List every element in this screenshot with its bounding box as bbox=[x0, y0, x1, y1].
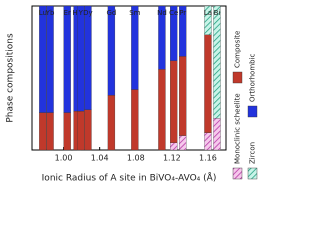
legend-swatch bbox=[232, 167, 243, 180]
bar-segment bbox=[179, 5, 187, 57]
category-label: Yb bbox=[45, 9, 55, 17]
plot-frame bbox=[31, 5, 227, 151]
bar-segment bbox=[63, 112, 71, 151]
category-label: Dy bbox=[83, 9, 93, 17]
x-axis-label: Ionic Radius of A site in BiVO₄-AVO₄ (Å) bbox=[42, 172, 217, 184]
category-label: Y bbox=[78, 9, 84, 17]
legend-swatch bbox=[247, 167, 258, 180]
bar-segment bbox=[204, 132, 212, 151]
bar-segment bbox=[46, 5, 54, 113]
chart: Phase compositions Ionic Radius of A sit… bbox=[6, 5, 258, 184]
bar-segment bbox=[170, 60, 178, 143]
bar-segment bbox=[213, 118, 221, 151]
bar-segment bbox=[77, 5, 85, 112]
x-tick-label: 1.16 bbox=[199, 154, 217, 163]
bar-segment bbox=[179, 56, 187, 136]
page: {"chart_data":{"type":"stacked-bar","x_l… bbox=[6, 5, 258, 184]
category-label: Bi bbox=[214, 9, 221, 17]
category-label: Gd bbox=[106, 9, 116, 17]
category-label: Pr bbox=[179, 9, 186, 17]
bar-segment bbox=[107, 95, 116, 151]
legend-label: Orthorhombic bbox=[249, 53, 257, 102]
category-label: Er bbox=[64, 9, 71, 17]
bar-segment bbox=[170, 142, 178, 151]
bar-segment bbox=[84, 109, 92, 151]
bar-segment bbox=[213, 5, 221, 119]
bar-segment bbox=[204, 34, 212, 133]
legend-label: Monoclinic scheelite bbox=[234, 93, 242, 164]
bar-segment bbox=[39, 5, 47, 113]
bar-segment bbox=[77, 110, 85, 151]
category-label: Sm bbox=[129, 9, 140, 17]
bar-segment bbox=[170, 5, 178, 61]
x-tick-label: 1.08 bbox=[127, 154, 145, 163]
bar-segment bbox=[179, 135, 187, 151]
x-tick-label: 1.00 bbox=[55, 154, 73, 163]
x-tick-label: 1.12 bbox=[163, 154, 181, 163]
bar-segment bbox=[39, 112, 47, 151]
legend-swatch bbox=[247, 105, 258, 118]
category-label: Ce bbox=[169, 9, 178, 17]
bar-segment bbox=[158, 69, 166, 151]
bar-segment bbox=[107, 5, 116, 96]
bar-segment bbox=[204, 5, 212, 35]
bar-segment bbox=[46, 112, 54, 151]
bar-segment bbox=[131, 5, 139, 90]
category-label: La bbox=[204, 9, 212, 17]
legend-label: Zircon bbox=[249, 142, 257, 164]
legend-swatch bbox=[232, 71, 243, 84]
x-tick-label: 1.04 bbox=[91, 154, 109, 163]
category-label: Lu bbox=[39, 9, 47, 17]
bar-segment bbox=[63, 5, 71, 113]
legend-label: Composite bbox=[234, 31, 242, 68]
category-label: Nd bbox=[157, 9, 167, 17]
bar-segment bbox=[158, 5, 166, 70]
y-axis-label: Phase compositions bbox=[6, 33, 16, 123]
bar-segment bbox=[84, 5, 92, 110]
bar-segment bbox=[131, 89, 139, 151]
